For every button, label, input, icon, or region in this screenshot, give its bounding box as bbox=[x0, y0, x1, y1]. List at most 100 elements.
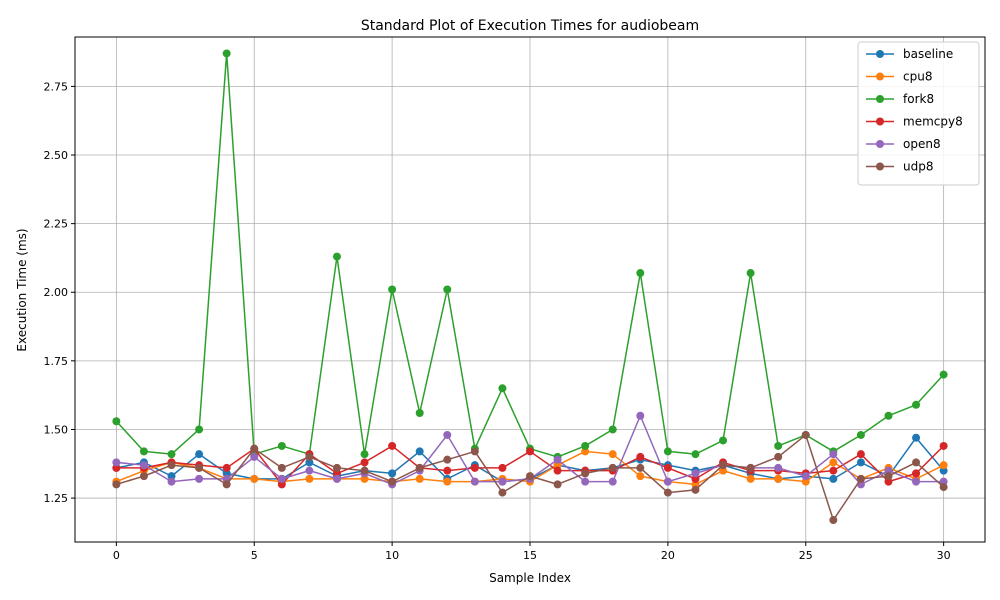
data-point-udp8 bbox=[526, 472, 534, 481]
legend-entry-open8: open8 bbox=[866, 137, 941, 151]
data-point-memcpy8 bbox=[222, 463, 231, 472]
data-point-fork8 bbox=[443, 285, 452, 294]
data-point-udp8 bbox=[553, 480, 562, 489]
data-point-udp8 bbox=[884, 472, 893, 481]
data-point-open8 bbox=[884, 466, 893, 475]
y-tick-label: 1.50 bbox=[44, 423, 69, 436]
series-udp8 bbox=[112, 430, 948, 525]
data-point-udp8 bbox=[801, 430, 810, 439]
data-point-cpu8 bbox=[774, 474, 783, 483]
data-point-memcpy8 bbox=[470, 463, 479, 472]
data-point-udp8 bbox=[222, 480, 231, 489]
legend-label: cpu8 bbox=[903, 70, 932, 84]
data-point-fork8 bbox=[636, 269, 645, 278]
data-point-cpu8 bbox=[305, 474, 314, 483]
data-point-fork8 bbox=[691, 450, 700, 459]
data-point-udp8 bbox=[581, 469, 590, 478]
data-point-cpu8 bbox=[829, 458, 838, 467]
data-point-open8 bbox=[112, 458, 121, 467]
data-point-udp8 bbox=[829, 516, 838, 525]
data-point-open8 bbox=[167, 477, 176, 486]
data-point-open8 bbox=[250, 452, 259, 461]
data-point-fork8 bbox=[663, 447, 672, 456]
legend-entry-cpu8: cpu8 bbox=[866, 70, 932, 84]
data-point-fork8 bbox=[167, 450, 176, 459]
data-point-udp8 bbox=[636, 463, 645, 472]
data-point-cpu8 bbox=[746, 474, 755, 483]
data-point-baseline bbox=[939, 466, 948, 475]
data-point-udp8 bbox=[470, 447, 479, 456]
legend-marker bbox=[876, 117, 884, 126]
data-point-memcpy8 bbox=[636, 452, 645, 461]
data-point-memcpy8 bbox=[112, 463, 121, 472]
data-point-udp8 bbox=[415, 463, 424, 472]
legend: baseline cpu8 fork8 memcpy8 open8 udp8 bbox=[857, 41, 980, 186]
data-point-memcpy8 bbox=[498, 463, 507, 472]
data-point-open8 bbox=[195, 474, 204, 483]
y-axis-label: Execution Time (ms) bbox=[15, 228, 29, 351]
data-point-fork8 bbox=[912, 400, 921, 409]
data-point-fork8 bbox=[774, 441, 783, 450]
data-point-open8 bbox=[608, 477, 617, 486]
data-point-open8 bbox=[277, 474, 286, 483]
data-point-fork8 bbox=[939, 370, 948, 379]
chart-title: Standard Plot of Execution Times for aud… bbox=[361, 18, 699, 34]
data-point-fork8 bbox=[498, 384, 507, 393]
data-point-memcpy8 bbox=[277, 480, 286, 489]
data-point-udp8 bbox=[608, 463, 617, 472]
data-point-open8 bbox=[912, 477, 921, 486]
legend-marker bbox=[876, 162, 884, 171]
x-tick-label: 30 bbox=[937, 549, 951, 562]
data-point-open8 bbox=[470, 477, 479, 486]
data-point-udp8 bbox=[939, 483, 948, 492]
y-tick-label: 2.25 bbox=[44, 218, 69, 231]
data-point-baseline bbox=[195, 450, 204, 459]
x-tick-label: 15 bbox=[523, 549, 537, 562]
x-tick-label: 20 bbox=[661, 549, 675, 562]
data-point-open8 bbox=[553, 455, 562, 464]
data-point-memcpy8 bbox=[829, 466, 838, 475]
data-point-udp8 bbox=[663, 488, 672, 497]
data-point-memcpy8 bbox=[388, 441, 397, 450]
data-point-baseline bbox=[856, 458, 865, 467]
data-point-udp8 bbox=[139, 472, 148, 481]
y-tick-label: 2.00 bbox=[44, 286, 69, 299]
y-tick-label: 1.25 bbox=[44, 492, 69, 505]
data-point-cpu8 bbox=[553, 461, 562, 470]
data-point-baseline bbox=[415, 447, 424, 456]
data-point-fork8 bbox=[277, 441, 286, 450]
data-point-fork8 bbox=[112, 417, 121, 426]
data-point-open8 bbox=[801, 472, 810, 481]
data-point-fork8 bbox=[388, 285, 397, 294]
data-point-udp8 bbox=[360, 466, 369, 475]
data-point-baseline bbox=[167, 472, 176, 481]
data-point-memcpy8 bbox=[912, 469, 921, 478]
x-tick-label: 5 bbox=[251, 549, 258, 562]
data-point-open8 bbox=[774, 463, 783, 472]
data-point-udp8 bbox=[112, 480, 121, 489]
data-point-open8 bbox=[663, 477, 672, 486]
data-point-memcpy8 bbox=[360, 458, 369, 467]
data-point-udp8 bbox=[498, 488, 507, 497]
legend-marker bbox=[876, 50, 884, 58]
y-tick-label: 1.75 bbox=[44, 355, 69, 368]
data-point-open8 bbox=[305, 466, 314, 475]
x-tick-label: 10 bbox=[385, 549, 399, 562]
data-point-memcpy8 bbox=[663, 463, 672, 472]
data-point-memcpy8 bbox=[884, 477, 893, 486]
data-point-udp8 bbox=[305, 452, 314, 461]
data-point-fork8 bbox=[581, 441, 590, 450]
legend-entry-baseline: baseline bbox=[866, 47, 953, 61]
data-point-fork8 bbox=[856, 430, 865, 439]
data-point-fork8 bbox=[719, 436, 728, 445]
legend-label: memcpy8 bbox=[903, 115, 963, 129]
data-point-fork8 bbox=[222, 49, 231, 58]
data-point-baseline bbox=[912, 433, 921, 442]
data-point-fork8 bbox=[415, 409, 424, 418]
data-point-memcpy8 bbox=[443, 466, 452, 475]
data-point-udp8 bbox=[388, 477, 397, 486]
data-point-memcpy8 bbox=[553, 466, 562, 475]
legend-marker bbox=[876, 72, 884, 81]
data-point-udp8 bbox=[774, 452, 783, 461]
